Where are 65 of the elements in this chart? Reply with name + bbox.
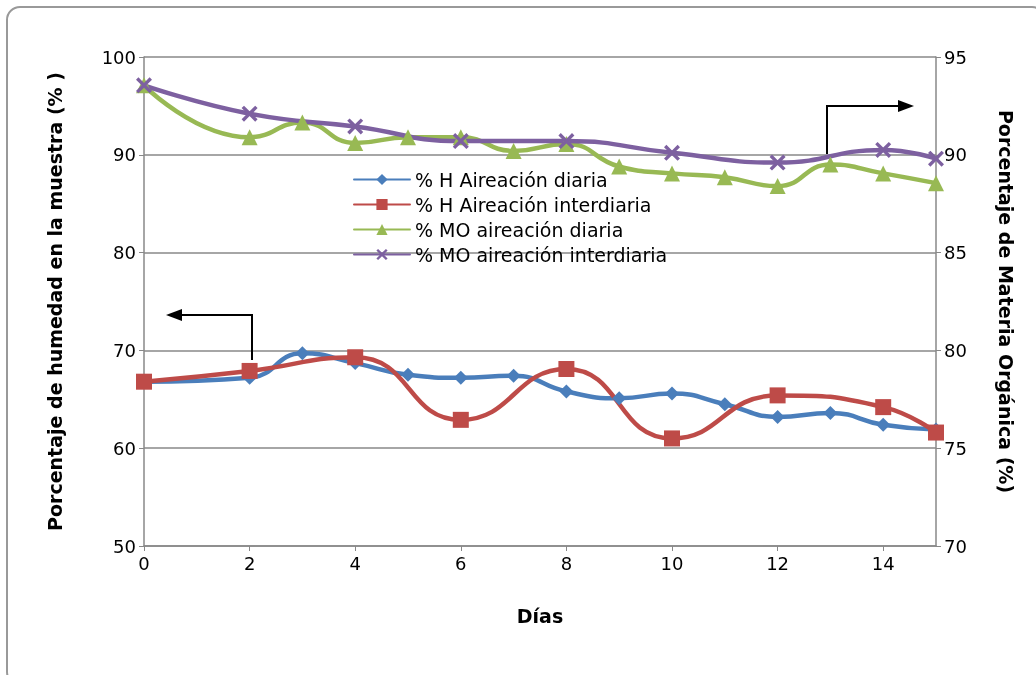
point	[875, 141, 892, 158]
point	[453, 370, 468, 385]
x-tick-label: 12	[766, 552, 790, 574]
x-tick-label: 2	[243, 552, 256, 574]
point	[769, 154, 786, 171]
y2-axis-title: Porcentaje de Materia Orgánica (%)	[994, 109, 1017, 494]
point	[558, 360, 575, 377]
point	[665, 386, 679, 401]
point	[822, 156, 839, 173]
point	[452, 411, 469, 428]
legend-label: % H Aireación interdiaria	[415, 193, 652, 216]
point	[928, 175, 944, 192]
point	[241, 129, 258, 146]
point	[505, 142, 522, 159]
point	[717, 397, 732, 412]
y-tick-label: 60	[113, 437, 136, 459]
point	[295, 346, 310, 361]
point	[347, 118, 364, 135]
point	[823, 405, 838, 420]
x-axis-title: Días	[516, 604, 564, 627]
y2-tick-label: 80	[944, 339, 967, 361]
point	[347, 135, 364, 152]
y2-tick-label: 75	[944, 437, 967, 459]
point	[875, 165, 892, 182]
legend-label: % MO aireación interdiaria	[415, 243, 668, 266]
y-axis-title: Porcentaje de humedad en la muestra (% )	[43, 72, 66, 531]
x-tick-label: 14	[871, 552, 895, 574]
y-tick-label: 50	[113, 535, 136, 557]
point	[769, 387, 786, 404]
point	[664, 144, 680, 161]
y2-tick-label: 85	[944, 242, 967, 264]
point	[875, 399, 892, 416]
point	[294, 114, 311, 131]
x-tick-label: 10	[660, 552, 684, 574]
y-tick-label: 70	[113, 339, 136, 361]
point	[769, 178, 786, 195]
point	[401, 367, 415, 382]
y2-tick-label: 95	[944, 46, 967, 68]
y-tick-label: 90	[113, 144, 136, 166]
point	[400, 129, 416, 146]
point	[347, 349, 364, 366]
x-tick-label: 8	[560, 552, 573, 574]
x-tick-label: 6	[455, 552, 467, 574]
point	[611, 158, 628, 175]
legend-label: % MO aireación diaria	[415, 218, 624, 241]
point	[241, 362, 258, 379]
point	[928, 424, 944, 441]
point	[664, 165, 680, 182]
point	[716, 169, 733, 186]
point	[664, 430, 680, 447]
point	[452, 133, 469, 150]
point	[612, 391, 627, 406]
point	[559, 384, 574, 399]
y-tick-label: 100	[101, 46, 136, 68]
point	[506, 368, 521, 383]
point	[770, 409, 785, 424]
y2-tick-label: 70	[944, 535, 967, 557]
x-tick-label: 0	[138, 552, 150, 574]
point	[876, 417, 891, 432]
y2-tick-label: 90	[944, 144, 967, 166]
y-tick-label: 80	[113, 242, 136, 264]
x-tick-label: 4	[349, 552, 361, 574]
legend-label: % H Aireación diaria	[415, 168, 608, 191]
point	[928, 150, 944, 167]
point	[241, 105, 258, 122]
